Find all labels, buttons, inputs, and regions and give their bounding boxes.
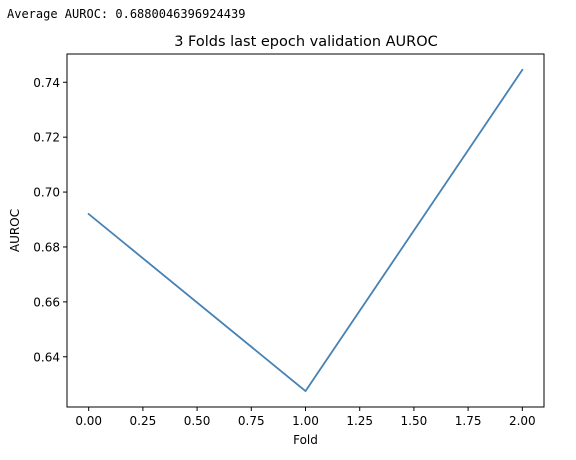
series-layer xyxy=(87,68,524,392)
x-tick-label: 1.50 xyxy=(401,414,428,428)
x-tick-label: 0.75 xyxy=(238,414,265,428)
y-tick-label: 0.66 xyxy=(33,295,60,309)
x-tick-label: 0.25 xyxy=(130,414,157,428)
chart-title: 3 Folds last epoch validation AUROC xyxy=(174,34,438,50)
x-axis-label: Fold xyxy=(293,433,318,447)
y-tick-label: 0.74 xyxy=(33,76,60,90)
average-auroc-output: Average AUROC: 0.6880046396924439 xyxy=(7,7,246,21)
x-tick-label: 1.00 xyxy=(292,414,319,428)
series-line-auroc xyxy=(87,68,524,392)
x-tick-label: 1.25 xyxy=(346,414,373,428)
y-axis-label: AUROC xyxy=(8,209,22,252)
y-tick-label: 0.70 xyxy=(33,186,60,200)
ticks-layer: 0.00 0.25 0.50 0.75 1.00 1.25 1.50 1.75 2.00 0.64… xyxy=(33,76,535,428)
y-tick-label: 0.68 xyxy=(33,240,60,254)
x-tick-label: 2.00 xyxy=(509,414,536,428)
x-tick-label: 0.50 xyxy=(184,414,211,428)
x-tick-label: 0.00 xyxy=(75,414,102,428)
y-tick-label: 0.72 xyxy=(33,131,60,145)
y-tick-label: 0.64 xyxy=(33,350,60,364)
x-tick-label: 1.75 xyxy=(455,414,482,428)
plot-area-frame xyxy=(66,53,545,408)
